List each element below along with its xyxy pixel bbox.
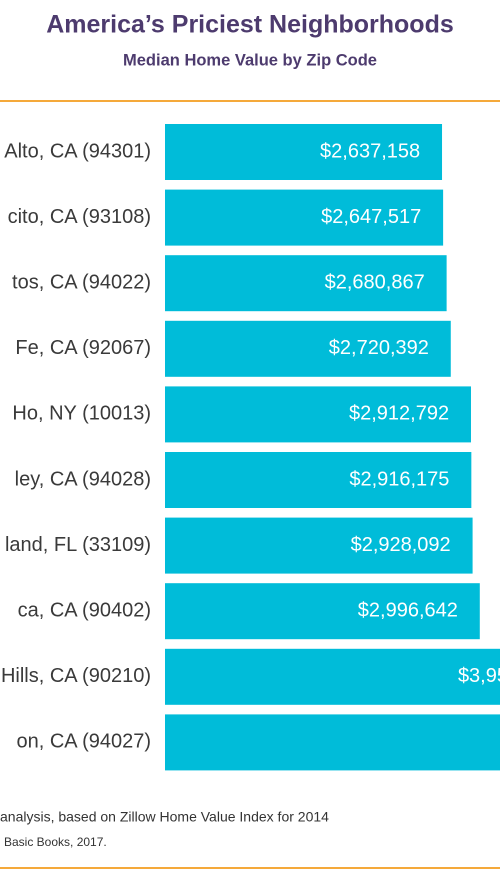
y-tick-label: Alto, CA (94301) (4, 140, 151, 162)
value-label: $2,928,092 (351, 534, 451, 556)
y-tick-label: Fe, CA (92067) (15, 337, 151, 359)
chart-subtitle: Median Home Value by Zip Code (123, 51, 377, 69)
y-tick-label: land, FL (33109) (5, 534, 151, 556)
bar (165, 189, 444, 246)
y-tick-label: on, CA (94027) (16, 731, 151, 753)
y-tick-label: Hills, CA (90210) (1, 665, 151, 687)
bar (165, 255, 447, 312)
y-tick-label: Ho, NY (10013) (12, 403, 151, 425)
bar (165, 452, 472, 508)
value-label: $2,647,517 (321, 206, 421, 228)
y-tick-label: cito, CA (93108) (8, 206, 151, 228)
value-label: $2,720,392 (329, 337, 429, 359)
y-tick-label: ca, CA (90402) (18, 599, 151, 621)
value-label: $2,912,792 (349, 403, 449, 425)
y-tick-label: tos, CA (94022) (12, 271, 151, 293)
value-label: $2,916,175 (349, 468, 449, 490)
source: analysis, based on Zillow Home Value Ind… (0, 809, 329, 825)
bar (165, 714, 500, 771)
bar (165, 320, 451, 377)
bar (165, 517, 473, 574)
value-label: $2,996,642 (358, 599, 458, 621)
value-label: $2,637,158 (320, 140, 420, 162)
value-label: $3,95 (458, 665, 500, 687)
y-tick-label: ley, CA (94028) (15, 468, 151, 490)
value-label: $2,680,867 (325, 271, 425, 293)
bar (165, 124, 443, 180)
source: Basic Books, 2017. (4, 835, 107, 849)
chart-title: America’s Priciest Neighborhoods (46, 11, 454, 39)
bar (165, 386, 471, 443)
bar (165, 648, 500, 705)
bar (165, 583, 480, 640)
